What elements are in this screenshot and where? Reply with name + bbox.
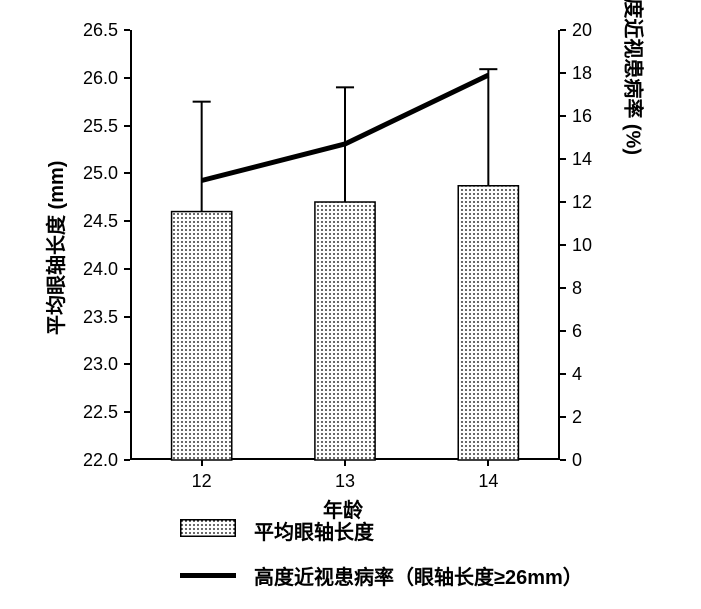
bar — [172, 212, 232, 460]
y-left-tick-label: 24.5 — [70, 212, 118, 230]
y-left-tick-label: 25.5 — [70, 117, 118, 135]
legend-label: 高度近视患病率（眼轴长度≥26mm） — [254, 561, 583, 590]
legend-label: 平均眼轴长度 — [254, 516, 374, 545]
y-left-tick-label: 26.0 — [70, 69, 118, 87]
error-bar — [201, 102, 203, 212]
y-right-tick-label: 14 — [572, 150, 612, 168]
legend: 平均眼轴长度高度近视患病率（眼轴长度≥26mm） — [180, 516, 583, 606]
y-left-tick-label: 23.0 — [70, 355, 118, 373]
chart-container: 22.0 22.5 23.0 23.5 24.0 24.5 25.0 25.5 26.0 26.5… — [0, 0, 701, 609]
y-left-tick-label: 22.0 — [70, 451, 118, 469]
y-left-tick-label: 22.5 — [70, 403, 118, 421]
y-left-axis-title: 平均眼轴长度 (mm) — [40, 161, 69, 335]
y-right-tick-label: 16 — [572, 107, 612, 125]
x-tick-label: 13 — [325, 472, 365, 490]
legend-item: 高度近视患病率（眼轴长度≥26mm） — [180, 561, 583, 590]
legend-line-swatch — [180, 573, 236, 578]
y-right-tick-label: 10 — [572, 236, 612, 254]
y-right-tick-label: 4 — [572, 365, 612, 383]
y-right-tick-label: 18 — [572, 64, 612, 82]
legend-bar-swatch — [180, 519, 236, 542]
legend-item: 平均眼轴长度 — [180, 516, 583, 545]
y-right-axis-title: 高度近视患病率 (%) — [621, 0, 650, 155]
y-right-tick-label: 12 — [572, 193, 612, 211]
x-tick-label: 12 — [182, 472, 222, 490]
y-left-tick-label: 23.5 — [70, 308, 118, 326]
y-right-tick-label: 2 — [572, 408, 612, 426]
y-left-tick-label: 25.0 — [70, 164, 118, 182]
y-right-tick-label: 8 — [572, 279, 612, 297]
y-left-tick-label: 24.0 — [70, 260, 118, 278]
error-bar — [487, 69, 489, 186]
error-bar — [344, 87, 346, 202]
line-series — [202, 75, 489, 180]
bar — [315, 202, 375, 460]
x-tick-label: 14 — [468, 472, 508, 490]
bar — [458, 186, 518, 460]
y-right-tick-label: 20 — [572, 21, 612, 39]
y-right-tick-label: 0 — [572, 451, 612, 469]
y-right-tick-label: 6 — [572, 322, 612, 340]
y-left-tick-label: 26.5 — [70, 21, 118, 39]
